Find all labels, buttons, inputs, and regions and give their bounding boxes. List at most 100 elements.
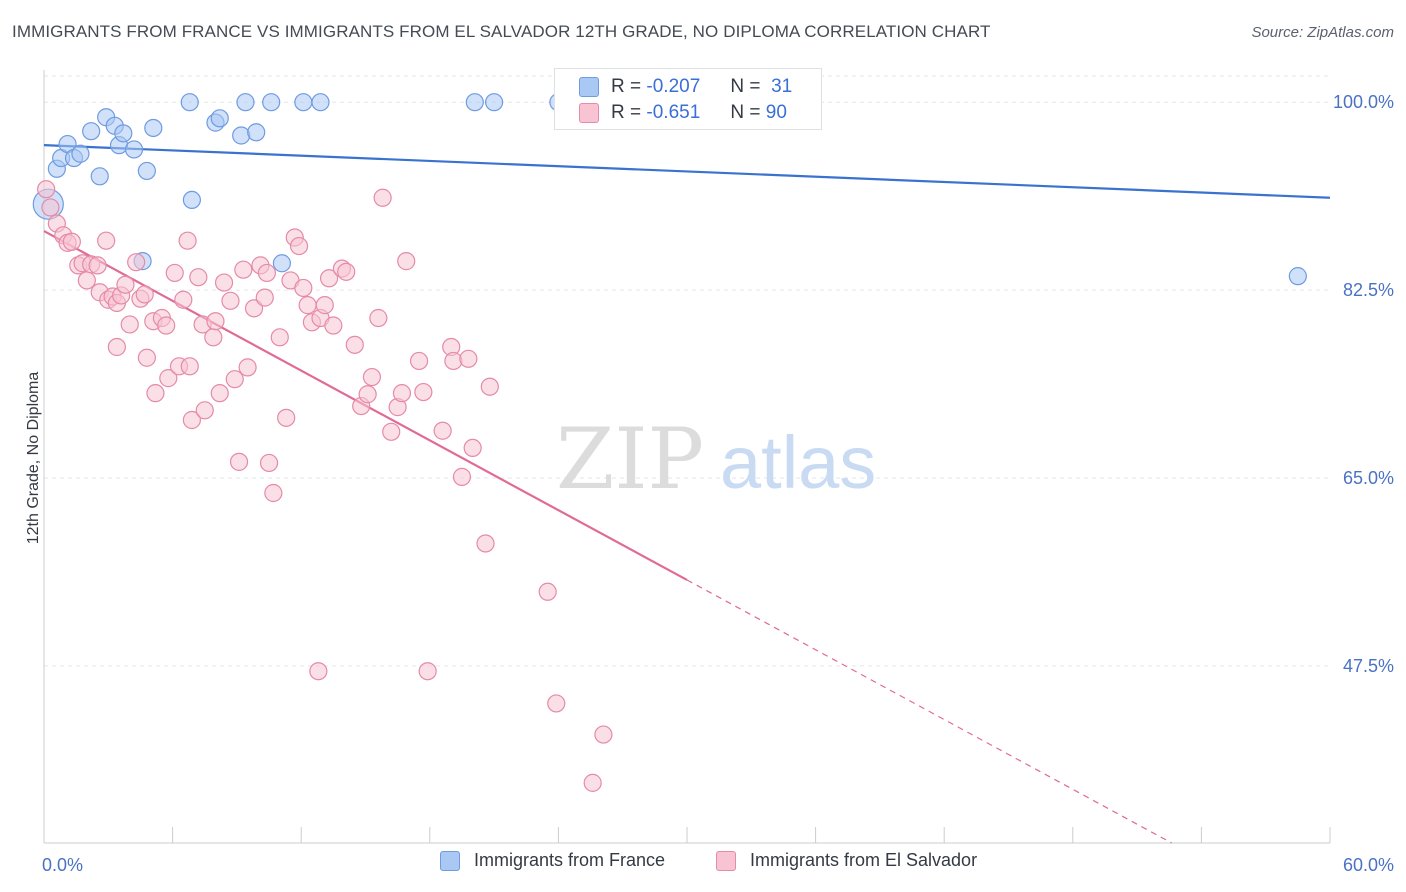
elsalvador-point <box>277 408 296 427</box>
elsalvador-point <box>345 335 364 354</box>
elsalvador-legend-swatch <box>716 850 736 871</box>
elsalvador-point <box>373 188 392 207</box>
elsalvador-point <box>135 285 154 304</box>
elsalvador-point <box>244 299 264 318</box>
elsalvador-point <box>414 382 433 402</box>
elsalvador-point <box>116 275 135 294</box>
france-point <box>180 93 199 112</box>
watermark-zip: ZIP <box>556 410 704 508</box>
legend-item-elsalvador[interactable]: Immigrants from El Salvador <box>716 850 977 871</box>
elsalvador-point <box>463 438 482 458</box>
r-label: R = <box>611 76 642 97</box>
elsalvador-point <box>182 410 201 430</box>
trend-line-extension-1 <box>686 579 1173 844</box>
elsalvador-point <box>459 349 478 368</box>
elsalvador-point <box>195 401 214 420</box>
france-n-value: 31 <box>771 76 793 97</box>
france-point <box>262 93 281 112</box>
stats-row-france: R = -0.207 N = 31 <box>579 74 792 100</box>
elsalvador-point <box>107 337 126 357</box>
elsalvador-point <box>264 483 283 503</box>
france-point <box>294 93 313 112</box>
elsalvador-point <box>206 312 225 331</box>
x-tick-label-start: 0.0% <box>42 855 83 875</box>
france-point <box>232 126 251 145</box>
elsalvador-point <box>97 231 116 250</box>
elsalvador-point <box>289 236 309 256</box>
watermark: ZIP atlas <box>556 410 876 508</box>
elsalvador-point <box>37 180 56 199</box>
france-point <box>247 123 266 142</box>
elsalvador-point <box>309 662 328 681</box>
france-point <box>82 122 101 141</box>
elsalvador-point <box>259 453 279 473</box>
elsalvador-point <box>270 328 289 347</box>
elsalvador-point <box>452 467 472 486</box>
elsalvador-point <box>165 263 184 283</box>
y-tick-label: 65.0% <box>1343 468 1394 488</box>
legend-label-france: Immigrants from France <box>474 850 666 870</box>
y-axis-title: 12th Grade, No Diploma <box>25 372 42 545</box>
elsalvador-point <box>214 273 234 292</box>
france-point <box>90 167 109 186</box>
stats-legend: R = -0.207 N = 31 R = -0.651 N = 90 <box>554 68 822 130</box>
elsalvador-n-value: 90 <box>765 102 787 123</box>
trend-line-0 <box>43 144 1331 199</box>
legend-label-elsalvador: Immigrants from El Salvador <box>750 850 978 870</box>
elsalvador-point <box>362 367 382 387</box>
data-points <box>32 93 1307 792</box>
elsalvador-point <box>294 278 313 298</box>
elsalvador-point <box>476 534 495 553</box>
elsalvador-point <box>157 316 176 335</box>
elsalvador-point <box>480 377 499 396</box>
elsalvador-point <box>120 315 139 334</box>
bottom-legend: Immigrants from France Immigrants from E… <box>0 850 1406 880</box>
elsalvador-point <box>257 263 277 283</box>
elsalvador-point <box>210 384 229 403</box>
elsalvador-point <box>358 385 377 404</box>
axis-labels: 47.5% 65.0% 82.5% 100.0% 0.0% 60.0% <box>42 92 1394 875</box>
elsalvador-point <box>127 253 146 272</box>
elsalvador-point <box>409 351 429 371</box>
elsalvador-point <box>225 370 244 389</box>
france-point <box>182 190 201 210</box>
elsalvador-point <box>204 328 223 347</box>
elsalvador-point <box>221 291 240 310</box>
elsalvador-point <box>146 384 165 403</box>
y-tick-label: 100.0% <box>1333 92 1394 112</box>
elsalvador-point <box>234 260 253 279</box>
elsalvador-point <box>180 357 199 376</box>
elsalvador-point <box>159 369 178 388</box>
r-label: R = <box>611 102 642 123</box>
france-point <box>465 93 484 112</box>
elsalvador-point <box>369 308 388 328</box>
y-tick-label: 82.5% <box>1343 280 1394 300</box>
elsalvador-point <box>583 773 602 792</box>
elsalvador-point <box>319 269 339 288</box>
france-point <box>71 144 90 163</box>
elsalvador-point <box>382 422 401 441</box>
elsalvador-point <box>178 231 197 250</box>
elsalvador-r-value: -0.651 <box>646 102 701 123</box>
chart-title: IMMIGRANTS FROM FRANCE VS IMMIGRANTS FRO… <box>12 22 991 41</box>
n-label: N = <box>730 76 761 97</box>
elsalvador-point <box>397 252 416 271</box>
france-point <box>210 109 229 128</box>
elsalvador-swatch <box>579 103 599 123</box>
elsalvador-point <box>337 262 356 281</box>
elsalvador-point <box>315 296 334 315</box>
elsalvador-point <box>174 290 193 309</box>
elsalvador-point <box>392 384 412 403</box>
legend-item-france[interactable]: Immigrants from France <box>440 850 665 871</box>
france-r-value: -0.207 <box>646 76 701 97</box>
france-point <box>311 93 330 112</box>
elsalvador-point <box>324 316 343 335</box>
france-point <box>236 93 255 112</box>
elsalvador-point <box>88 256 107 275</box>
elsalvador-point <box>594 725 613 744</box>
france-point <box>272 254 292 273</box>
elsalvador-point <box>238 358 257 377</box>
elsalvador-point <box>418 662 437 681</box>
stats-row-elsalvador: R = -0.651 N = 90 <box>579 100 787 126</box>
elsalvador-point <box>444 351 463 371</box>
